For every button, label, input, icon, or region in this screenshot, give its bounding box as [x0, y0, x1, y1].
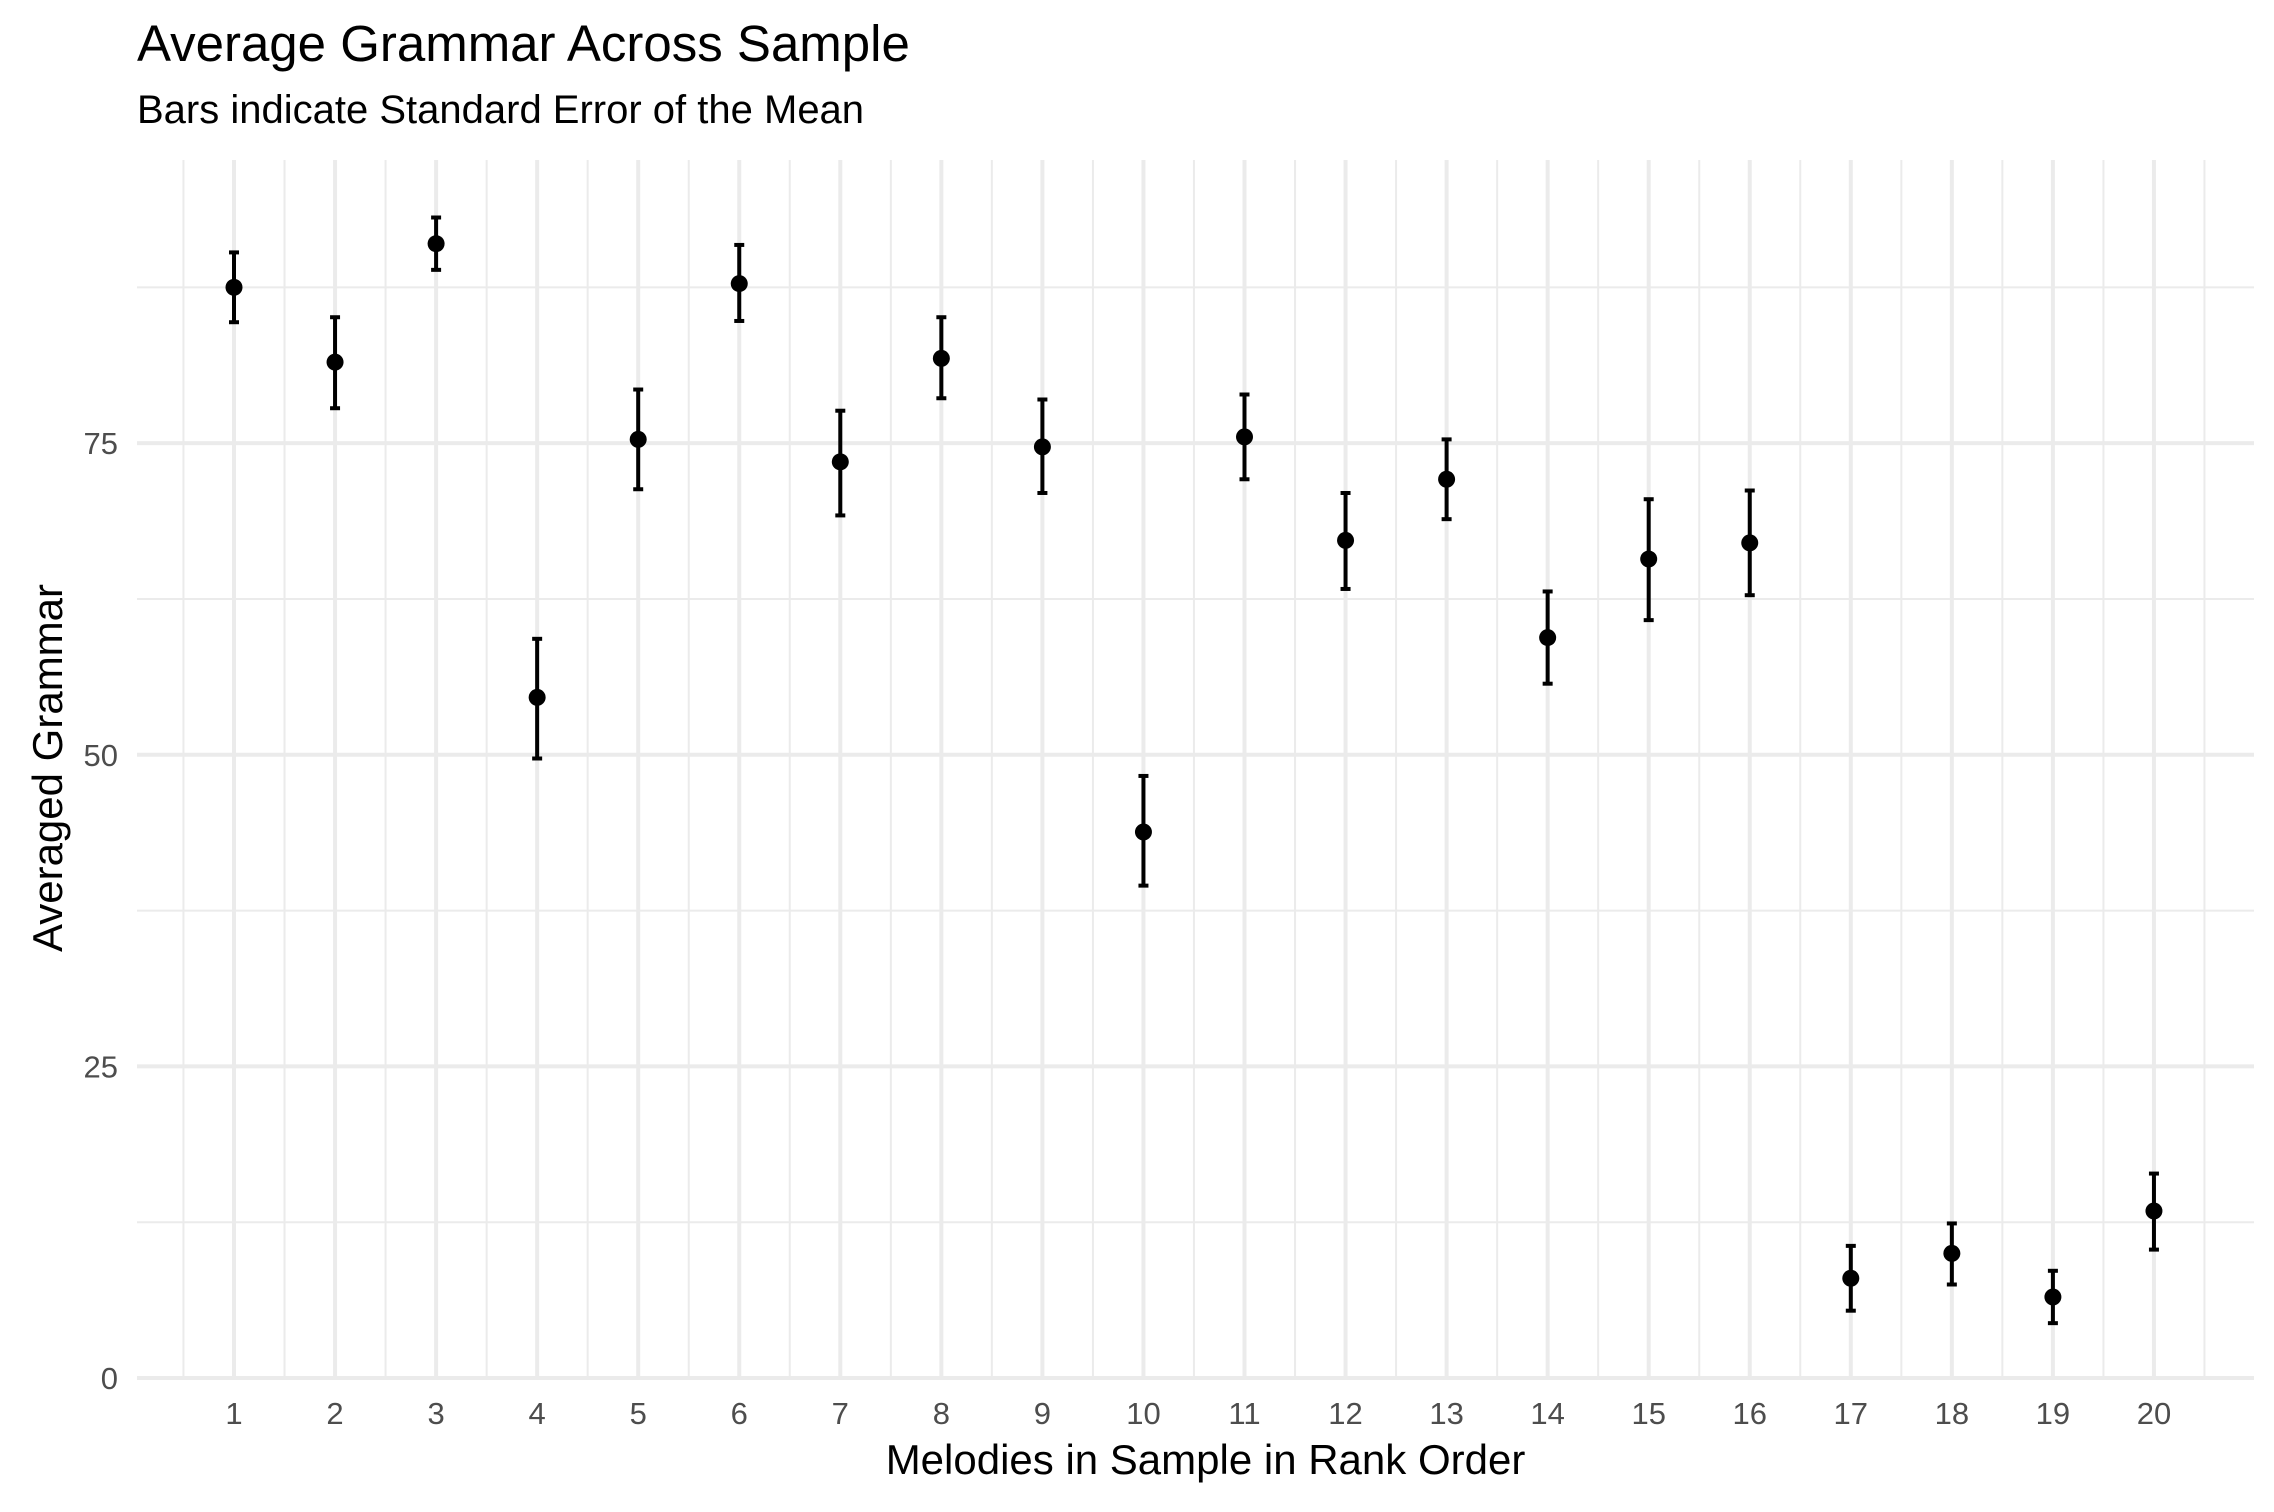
x-tick-label: 11	[1228, 1396, 1260, 1431]
y-tick-label: 75	[84, 426, 118, 461]
x-tick-label: 20	[2137, 1396, 2171, 1431]
x-tick-label: 14	[1530, 1396, 1564, 1431]
y-tick-label: 50	[84, 738, 118, 773]
data-point	[1842, 1269, 1860, 1287]
chart-title: Average Grammar Across Sample	[137, 15, 910, 72]
data-point	[326, 353, 344, 371]
data-point	[225, 278, 243, 296]
x-tick-label: 18	[1935, 1396, 1969, 1431]
x-tick-label: 13	[1429, 1396, 1463, 1431]
data-point	[1438, 470, 1456, 488]
data-point	[2145, 1202, 2163, 1220]
x-axis-title: Melodies in Sample in Rank Order	[885, 1436, 1526, 1483]
x-tick-label: 19	[2036, 1396, 2070, 1431]
x-tick-label: 1	[225, 1396, 242, 1431]
data-point	[1539, 629, 1557, 647]
data-point	[1741, 534, 1759, 552]
data-point	[831, 453, 849, 471]
x-tick-label: 10	[1126, 1396, 1160, 1431]
x-tick-label: 7	[832, 1396, 849, 1431]
data-point	[1033, 438, 1051, 456]
x-tick-label: 3	[427, 1396, 444, 1431]
x-tick-label: 5	[630, 1396, 647, 1431]
data-point	[1134, 823, 1152, 841]
x-tick-label: 12	[1328, 1396, 1362, 1431]
data-point	[730, 275, 748, 293]
y-tick-label: 0	[101, 1361, 118, 1396]
chart-subtitle: Bars indicate Standard Error of the Mean	[137, 88, 865, 132]
x-tick-label: 16	[1733, 1396, 1767, 1431]
x-tick-label: 15	[1631, 1396, 1665, 1431]
x-tick-label: 17	[1834, 1396, 1868, 1431]
x-tick-label: 2	[326, 1396, 343, 1431]
x-tick-label: 4	[529, 1396, 546, 1431]
y-axis-title: Averaged Grammar	[24, 583, 71, 953]
data-point	[427, 235, 445, 253]
x-tick-label: 9	[1034, 1396, 1051, 1431]
data-point	[932, 349, 950, 367]
data-point	[1337, 531, 1355, 549]
data-point	[1640, 550, 1658, 568]
data-point	[528, 688, 546, 706]
y-tick-label: 25	[84, 1049, 118, 1084]
x-tick-label: 6	[731, 1396, 748, 1431]
data-point	[1236, 428, 1253, 446]
data-point	[1943, 1244, 1961, 1262]
data-point	[629, 430, 647, 448]
data-point	[2044, 1288, 2062, 1306]
x-tick-label: 8	[933, 1396, 950, 1431]
